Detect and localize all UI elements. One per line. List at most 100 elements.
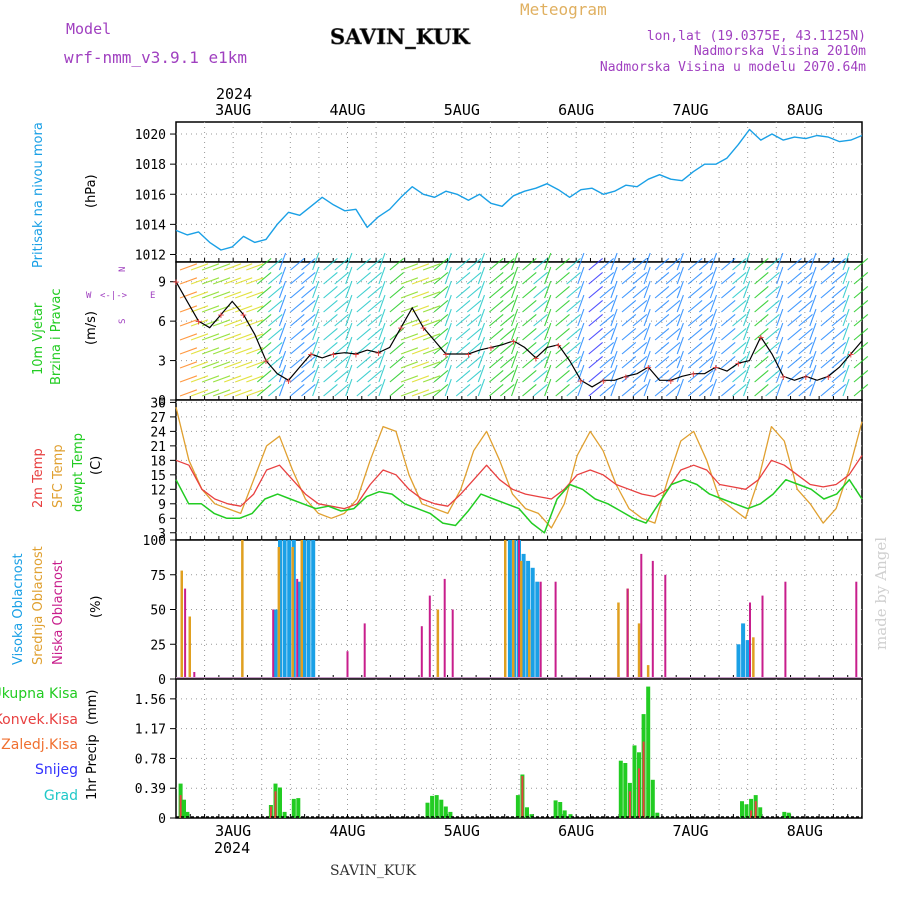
- wind-arrow: [201, 263, 220, 271]
- wind-arrow: [235, 291, 253, 299]
- wind-arrow: [301, 355, 316, 369]
- wind-arrow: [665, 299, 681, 313]
- wind-arrow: [577, 308, 585, 327]
- cloud-mid-bar: [241, 540, 244, 679]
- wind-arrow: [765, 285, 780, 299]
- wind-arrow: [721, 341, 736, 355]
- wind-arrow: [411, 361, 430, 369]
- cloud-high-bar: [745, 640, 750, 679]
- y-tick-label: 9: [158, 276, 166, 291]
- precip-total-bar: [439, 799, 444, 818]
- wind-arrow: [489, 285, 504, 299]
- precip-total-bar: [434, 795, 439, 818]
- wind-panel: 0 3 6 9 + + + + + + + + + + + + + + + + + + + + + + + + + + + + + + +: [158, 252, 869, 409]
- wind-arrow: [566, 327, 581, 341]
- precip-conv-bar: [754, 801, 757, 818]
- wind-arrow: [599, 285, 615, 299]
- wind-arrow: [290, 355, 305, 369]
- y-tick-label: 1.17: [135, 723, 166, 738]
- wind-arrow: [367, 369, 382, 383]
- wind-arrow: [665, 257, 681, 271]
- wind-arrow: [544, 308, 552, 327]
- wind-arrow: [345, 336, 353, 355]
- wind-arrow: [400, 305, 419, 313]
- wind-arrow: [477, 350, 486, 369]
- y-tick-label: 21: [150, 440, 166, 455]
- precip-total-bar: [529, 814, 534, 818]
- wind-arrow: [378, 266, 386, 285]
- wind-arrow: [433, 271, 449, 285]
- wind-arrow: [345, 378, 353, 397]
- wind-arrow: [820, 341, 835, 355]
- precip-total-bar: [185, 811, 190, 818]
- wind-gust-marker: +: [308, 348, 315, 361]
- wind-arrow: [599, 327, 615, 341]
- wind-arrow: [268, 369, 283, 383]
- y-tick-label: 1012: [135, 248, 166, 263]
- wind-arrow: [444, 308, 452, 327]
- wind-arrow: [798, 271, 813, 285]
- wind-arrow: [544, 350, 552, 369]
- wind-arrow: [577, 350, 585, 369]
- wind-arrow: [334, 313, 349, 327]
- wind-arrow: [599, 383, 615, 397]
- precip-legend-item: Snijeg: [35, 762, 78, 778]
- wind-arrow: [422, 319, 441, 327]
- wind-arrow: [179, 319, 198, 327]
- precip-panel: 0 0.39 0.78 1.17 1.56: [135, 678, 863, 827]
- wind-arrow: [389, 383, 405, 397]
- wind-arrow: [566, 285, 581, 299]
- wind-gust-marker: +: [757, 331, 764, 344]
- wind-arrow: [323, 355, 338, 369]
- wind-arrow: [698, 341, 714, 355]
- wind-arrow: [179, 347, 198, 355]
- wind-arrow: [732, 285, 747, 299]
- wind-arrow: [831, 327, 847, 341]
- precip-ylabel: 1hr Precip: [85, 734, 100, 800]
- wind-arrow: [566, 355, 581, 369]
- y-tick-label: 27: [150, 411, 166, 426]
- wind-arrow: [278, 280, 287, 299]
- wind-arrow: [698, 355, 714, 369]
- bottom-day-label: 7AUG: [672, 822, 708, 840]
- wind-arrow: [798, 313, 813, 327]
- wind-arrow: [212, 319, 231, 327]
- wind-arrow: [754, 257, 769, 271]
- cloud-mid-bar: [646, 665, 650, 679]
- wind-arrow: [378, 364, 386, 383]
- wind-gust-marker: +: [533, 352, 540, 365]
- wind-arrow: [831, 271, 847, 285]
- wind-gust-marker: +: [240, 309, 247, 322]
- wind-arrow: [654, 355, 670, 369]
- wind-arrow: [334, 327, 349, 341]
- wind-arrow: [776, 378, 784, 397]
- precip-conv-bar: [269, 806, 272, 818]
- wind-arrow: [301, 313, 316, 327]
- wind-arrow: [256, 369, 272, 383]
- wind-arrow: [235, 263, 253, 271]
- wind-arrow: [754, 271, 769, 285]
- wind-arrow: [522, 383, 537, 397]
- wind-arrow: [433, 299, 449, 313]
- wind-arrow: [787, 313, 802, 327]
- wind-arrow: [665, 271, 681, 285]
- wind-arrow: [489, 341, 504, 355]
- y-tick-label: 18: [150, 454, 166, 469]
- wind-arrow: [235, 305, 253, 313]
- wind-arrow: [522, 341, 537, 355]
- wind-arrow: [599, 257, 615, 271]
- wind-arrow: [721, 383, 736, 397]
- wind-arrow: [776, 294, 784, 313]
- wind-arrow: [709, 266, 718, 285]
- wind-arrow: [544, 252, 552, 271]
- wind-arrow: [732, 313, 747, 327]
- temp-ylabel-sfc: SFC Temp: [51, 444, 66, 508]
- wind-arrow: [599, 313, 615, 327]
- precip-total-bar: [182, 799, 186, 818]
- wind-arrow: [510, 252, 519, 271]
- wind-arrow: [709, 378, 718, 397]
- cloud-mid-bar: [277, 547, 281, 679]
- wind-arrow: [256, 327, 272, 341]
- precip-total-bar: [744, 804, 749, 818]
- wind-arrow: [489, 257, 504, 271]
